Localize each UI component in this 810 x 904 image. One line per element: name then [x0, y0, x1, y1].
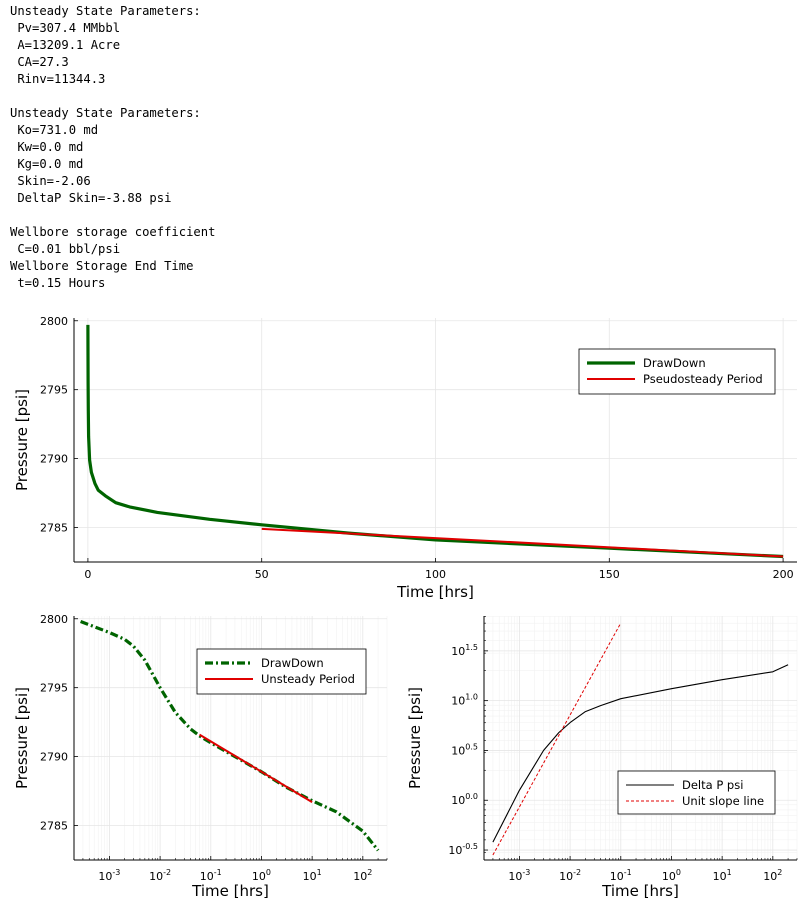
report-line: C=0.01 bbl/psi	[10, 242, 121, 256]
series-line-pseudosteady-period	[261, 527, 784, 558]
x-tick-label: 50	[255, 568, 269, 581]
parameters-report: Unsteady State Parameters: Pv=307.4 MMbb…	[10, 3, 215, 292]
x-tick-label: 0	[84, 568, 91, 581]
legend-box	[578, 348, 776, 395]
x-tick-label: 100	[425, 568, 446, 581]
series-line-unsteady-period	[198, 733, 313, 803]
report-line: Rinv=11344.3	[10, 72, 106, 86]
report-line: Kw=0.0 md	[10, 140, 84, 154]
report-line: Wellbore storage coefficient	[10, 225, 216, 239]
y-tick-label: 100.0	[451, 792, 478, 807]
y-tick-label: 2800	[40, 315, 68, 328]
report-line: A=13209.1 Acre	[10, 38, 121, 52]
y-tick-label: 2795	[40, 682, 68, 695]
series-line-delta-p-psi	[492, 664, 789, 843]
x-tick-label: 101	[713, 868, 732, 883]
x-tick-label: 150	[599, 568, 620, 581]
x-tick-label: 10-3	[508, 868, 530, 883]
legend-box	[196, 648, 367, 695]
report-line: Wellbore Storage End Time	[10, 259, 194, 273]
x-tick-label: 102	[763, 868, 782, 883]
series-line-unit-slope-line	[492, 622, 622, 856]
report-line: Skin=-2.06	[10, 174, 91, 188]
x-tick-label: 10-1	[200, 868, 222, 883]
report-line: Unsteady State Parameters:	[10, 4, 201, 18]
legend-label: DrawDown	[643, 356, 706, 370]
y-tick-label: 101.0	[451, 693, 478, 708]
x-tick-label: 100	[662, 868, 681, 883]
y-tick-label: 2800	[40, 613, 68, 626]
drawdown-semilog-plot: 10-3 10-2 10-1 100 101 102 2785 2790 2795 2800 Tim…	[13, 613, 388, 900]
x-tick-label: 10-1	[610, 868, 632, 883]
report-line: Kg=0.0 md	[10, 157, 84, 171]
x-tick-label: 102	[353, 868, 372, 883]
drawdown-linear-plot: 0 50 100 150 200 2785 2790 2795 2800 Time [hrs] Pr…	[13, 315, 797, 601]
legend-label: Delta P psi	[682, 778, 743, 792]
y-tick-label: 2785	[40, 820, 68, 833]
x-tick-label: 10-2	[149, 868, 171, 883]
y-tick-label: 2790	[40, 751, 68, 764]
x-tick-label: 100	[252, 868, 271, 883]
y-tick-label: 2795	[40, 384, 68, 397]
y-tick-label: 101.5	[451, 643, 478, 658]
report-line: CA=27.3	[10, 55, 69, 69]
legend-label: Pseudosteady Period	[643, 372, 763, 386]
y-tick-label: 2790	[40, 453, 68, 466]
series-line-drawdown	[80, 620, 380, 852]
legend-label: Unsteady Period	[261, 672, 355, 686]
x-tick-label: 200	[773, 568, 794, 581]
y-axis-label: Pressure [psi]	[13, 389, 31, 491]
x-tick-label: 10-3	[98, 868, 120, 883]
x-axis-label: Time [hrs]	[191, 882, 269, 900]
x-tick-label: 10-2	[559, 868, 581, 883]
report-line: Ko=731.0 md	[10, 123, 99, 137]
delta-p-loglog-plot: 10-3 10-2 10-1 100 101 102 10-0.5 100.0 100.5 101…	[406, 616, 798, 900]
y-axis-label: Pressure [psi]	[406, 687, 424, 789]
report-line: Pv=307.4 MMbbl	[10, 21, 121, 35]
legend-label: Unit slope line	[682, 794, 764, 808]
report-line: t=0.15 Hours	[10, 276, 106, 290]
x-tick-label: 101	[303, 868, 322, 883]
x-axis-label: Time [hrs]	[601, 882, 679, 900]
y-axis-label: Pressure [psi]	[13, 687, 31, 789]
y-tick-label: 10-0.5	[448, 842, 478, 857]
x-axis-label: Time [hrs]	[396, 583, 474, 601]
legend-label: DrawDown	[261, 656, 324, 670]
legend-box	[617, 770, 776, 815]
report-line: DeltaP Skin=-3.88 psi	[10, 191, 172, 205]
report-line: Unsteady State Parameters:	[10, 106, 201, 120]
y-tick-label: 2785	[40, 522, 68, 535]
y-tick-label: 100.5	[451, 742, 478, 757]
